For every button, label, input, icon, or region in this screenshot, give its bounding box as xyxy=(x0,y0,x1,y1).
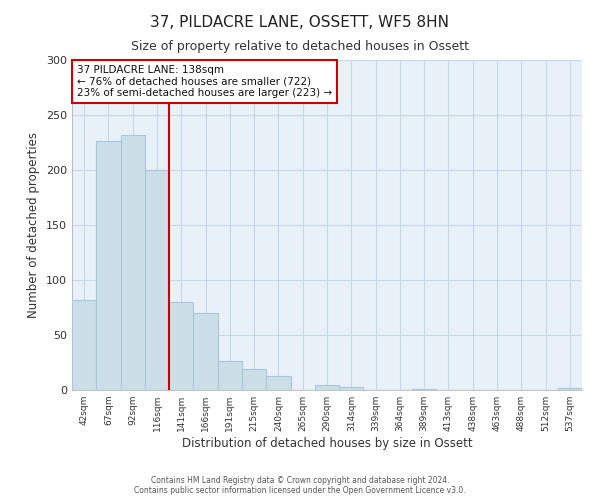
Bar xyxy=(72,300,96,390)
Y-axis label: Number of detached properties: Number of detached properties xyxy=(28,132,40,318)
X-axis label: Distribution of detached houses by size in Ossett: Distribution of detached houses by size … xyxy=(182,437,472,450)
Bar xyxy=(242,369,266,390)
Bar xyxy=(169,302,193,390)
Text: Contains HM Land Registry data © Crown copyright and database right 2024.
Contai: Contains HM Land Registry data © Crown c… xyxy=(134,476,466,495)
Bar xyxy=(218,362,242,390)
Text: Size of property relative to detached houses in Ossett: Size of property relative to detached ho… xyxy=(131,40,469,53)
Bar xyxy=(558,388,582,390)
Bar xyxy=(145,170,169,390)
Bar xyxy=(266,376,290,390)
Text: 37, PILDACRE LANE, OSSETT, WF5 8HN: 37, PILDACRE LANE, OSSETT, WF5 8HN xyxy=(151,15,449,30)
Text: 37 PILDACRE LANE: 138sqm
← 76% of detached houses are smaller (722)
23% of semi-: 37 PILDACRE LANE: 138sqm ← 76% of detach… xyxy=(77,65,332,98)
Bar xyxy=(339,386,364,390)
Bar xyxy=(193,313,218,390)
Bar xyxy=(315,384,339,390)
Bar xyxy=(412,389,436,390)
Bar xyxy=(121,135,145,390)
Bar xyxy=(96,142,121,390)
